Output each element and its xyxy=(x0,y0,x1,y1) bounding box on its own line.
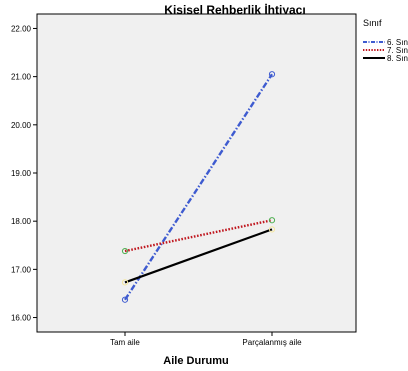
legend-label: 8. Sınıf xyxy=(387,54,408,63)
series-3-line xyxy=(124,228,273,284)
legend-label: 6. Sınıf xyxy=(387,38,408,47)
legend: Sınıf 6. Sınıf7. Sınıf8. Sınıf xyxy=(363,18,408,63)
y-tick-label: 16.00 xyxy=(11,314,32,323)
series-2-line xyxy=(124,219,273,253)
legend-title: Sınıf xyxy=(363,18,382,28)
legend-items: 6. Sınıf7. Sınıf8. Sınıf xyxy=(363,38,408,63)
y-tick-label: 20.00 xyxy=(11,121,32,130)
y-tick-label: 18.00 xyxy=(11,217,32,226)
y-tick-label: 22.00 xyxy=(11,24,32,33)
x-tick-label: Parçalanmış aile xyxy=(242,338,302,347)
y-tick-label: 19.00 xyxy=(11,169,32,178)
x-axis: Tam aile Parçalanmış aile xyxy=(110,332,302,347)
series-markers xyxy=(121,71,276,303)
x-tick-label: Tam aile xyxy=(110,338,140,347)
series-2-point xyxy=(268,217,276,224)
plot-area xyxy=(36,13,357,333)
series-1-line xyxy=(123,73,274,301)
y-tick-label: 17.00 xyxy=(11,265,32,274)
series-3-point xyxy=(268,226,276,233)
y-tick-label: 21.00 xyxy=(11,73,32,82)
chart-title: Kişisel Rehberlik İhtiyacı xyxy=(164,2,305,17)
x-axis-title: Aile Durumu xyxy=(163,355,228,367)
series-1-point xyxy=(268,71,276,78)
legend-label: 7. Sınıf xyxy=(387,46,408,55)
series-1-point xyxy=(121,296,129,303)
series-2-point xyxy=(121,247,129,255)
series-lines xyxy=(123,73,274,301)
series-3-point xyxy=(121,279,129,286)
y-axis: 16.00 17.00 18.00 19.00 20.00 21.00 22.00 xyxy=(11,24,37,323)
